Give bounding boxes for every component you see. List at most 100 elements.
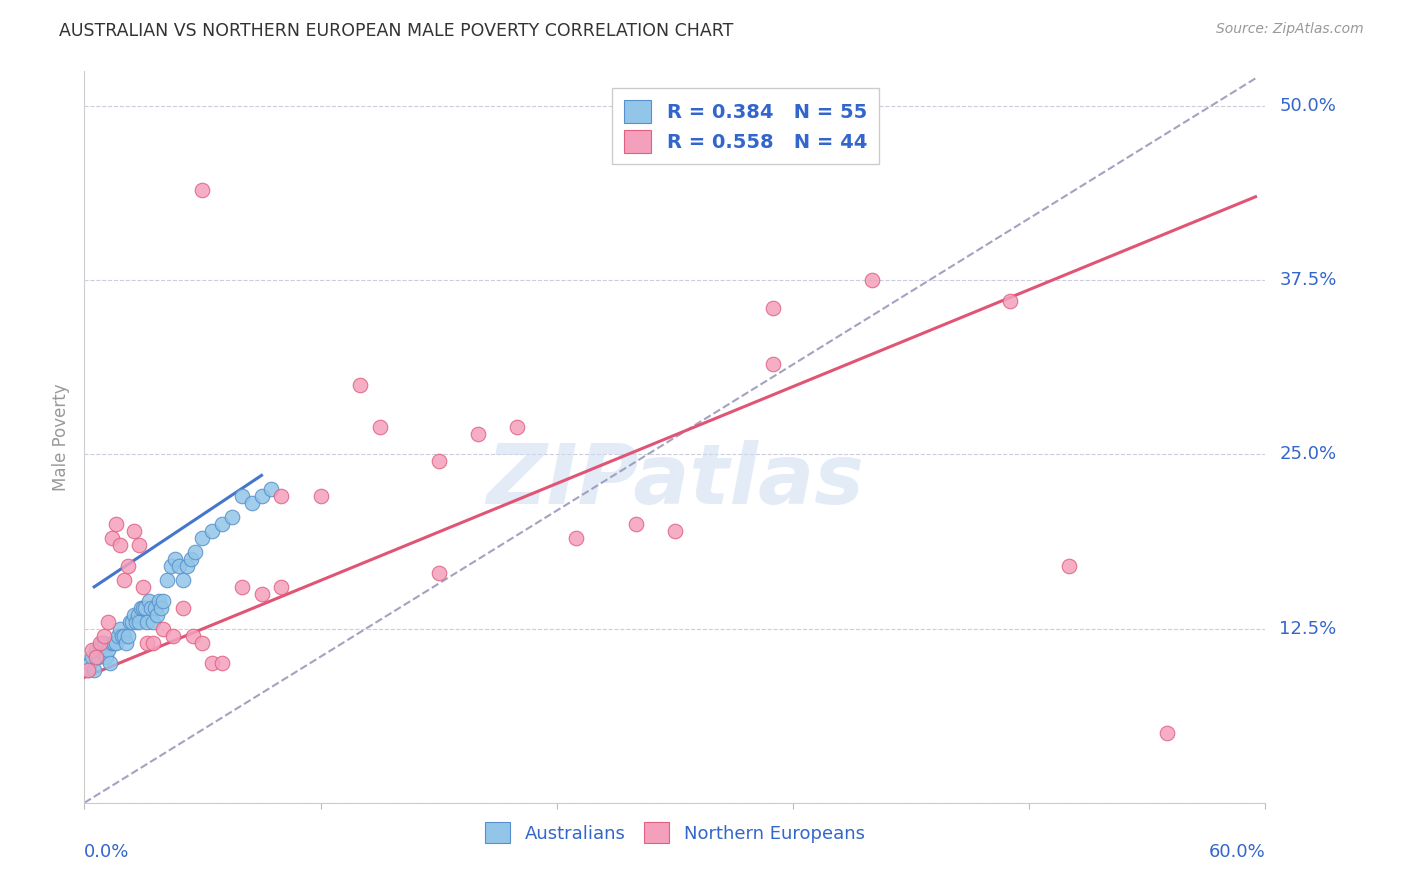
Point bbox=[117, 558, 139, 573]
Point bbox=[107, 629, 129, 643]
Point bbox=[231, 580, 253, 594]
Point bbox=[664, 524, 686, 538]
Point bbox=[176, 558, 198, 573]
Point bbox=[79, 657, 101, 671]
Point bbox=[624, 517, 647, 532]
Point bbox=[104, 635, 127, 649]
Point bbox=[762, 357, 785, 371]
Point bbox=[143, 600, 166, 615]
Point bbox=[94, 649, 117, 664]
Point bbox=[142, 635, 165, 649]
Point bbox=[136, 635, 159, 649]
Point bbox=[111, 629, 134, 643]
Text: Source: ZipAtlas.com: Source: ZipAtlas.com bbox=[1216, 22, 1364, 37]
Point bbox=[103, 635, 125, 649]
Point bbox=[156, 573, 179, 587]
Text: 12.5%: 12.5% bbox=[1279, 620, 1337, 638]
Point bbox=[83, 664, 105, 678]
Point bbox=[191, 635, 214, 649]
Point bbox=[201, 524, 224, 538]
Point bbox=[112, 573, 135, 587]
Point bbox=[91, 635, 114, 649]
Text: 37.5%: 37.5% bbox=[1279, 271, 1337, 289]
Point bbox=[860, 273, 883, 287]
Point bbox=[211, 517, 233, 532]
Point bbox=[93, 635, 115, 649]
Point bbox=[163, 552, 186, 566]
Point bbox=[89, 635, 111, 649]
Point bbox=[108, 538, 131, 552]
Point bbox=[467, 426, 489, 441]
Point bbox=[270, 580, 292, 594]
Point bbox=[180, 552, 202, 566]
Point bbox=[118, 615, 141, 629]
Text: AUSTRALIAN VS NORTHERN EUROPEAN MALE POVERTY CORRELATION CHART: AUSTRALIAN VS NORTHERN EUROPEAN MALE POV… bbox=[59, 22, 734, 40]
Point bbox=[427, 454, 450, 468]
Point bbox=[221, 510, 243, 524]
Point bbox=[82, 649, 104, 664]
Y-axis label: Male Poverty: Male Poverty bbox=[52, 384, 70, 491]
Point bbox=[191, 183, 214, 197]
Point bbox=[162, 629, 184, 643]
Point bbox=[131, 600, 153, 615]
Point bbox=[167, 558, 190, 573]
Point bbox=[101, 531, 124, 545]
Point bbox=[506, 419, 529, 434]
Point bbox=[142, 615, 165, 629]
Point bbox=[128, 615, 150, 629]
Point bbox=[250, 587, 273, 601]
Text: 60.0%: 60.0% bbox=[1209, 843, 1265, 861]
Point bbox=[134, 600, 156, 615]
Point bbox=[93, 629, 115, 643]
Point bbox=[231, 489, 253, 503]
Point bbox=[762, 301, 785, 316]
Point bbox=[128, 538, 150, 552]
Point bbox=[181, 629, 204, 643]
Point bbox=[138, 594, 160, 608]
Point bbox=[136, 615, 159, 629]
Point bbox=[270, 489, 292, 503]
Point bbox=[250, 489, 273, 503]
Point bbox=[89, 642, 111, 657]
Text: ZIPatlas: ZIPatlas bbox=[486, 441, 863, 522]
Point bbox=[160, 558, 183, 573]
Point bbox=[172, 600, 194, 615]
Legend: Australians, Northern Europeans: Australians, Northern Europeans bbox=[477, 814, 873, 852]
Point bbox=[309, 489, 332, 503]
Point bbox=[117, 629, 139, 643]
Point bbox=[122, 524, 145, 538]
Point bbox=[121, 615, 143, 629]
Point bbox=[1156, 726, 1178, 740]
Point bbox=[98, 657, 121, 671]
Point bbox=[122, 607, 145, 622]
Point bbox=[104, 517, 127, 532]
Point bbox=[152, 622, 174, 636]
Point bbox=[152, 594, 174, 608]
Point bbox=[1057, 558, 1080, 573]
Point bbox=[201, 657, 224, 671]
Point bbox=[172, 573, 194, 587]
Point bbox=[240, 496, 263, 510]
Point bbox=[97, 615, 120, 629]
Point bbox=[349, 377, 371, 392]
Point bbox=[77, 664, 100, 678]
Point bbox=[132, 600, 155, 615]
Point bbox=[183, 545, 205, 559]
Point bbox=[368, 419, 391, 434]
Point bbox=[84, 649, 107, 664]
Point bbox=[150, 600, 173, 615]
Text: 0.0%: 0.0% bbox=[84, 843, 129, 861]
Point bbox=[108, 622, 131, 636]
Point bbox=[141, 600, 163, 615]
Point bbox=[77, 664, 100, 678]
Text: 25.0%: 25.0% bbox=[1279, 445, 1337, 464]
Point bbox=[211, 657, 233, 671]
Point bbox=[112, 629, 135, 643]
Point bbox=[191, 531, 214, 545]
Point bbox=[148, 594, 170, 608]
Point bbox=[146, 607, 169, 622]
Point bbox=[87, 649, 110, 664]
Point bbox=[132, 580, 155, 594]
Text: 50.0%: 50.0% bbox=[1279, 97, 1336, 115]
Point bbox=[260, 483, 283, 497]
